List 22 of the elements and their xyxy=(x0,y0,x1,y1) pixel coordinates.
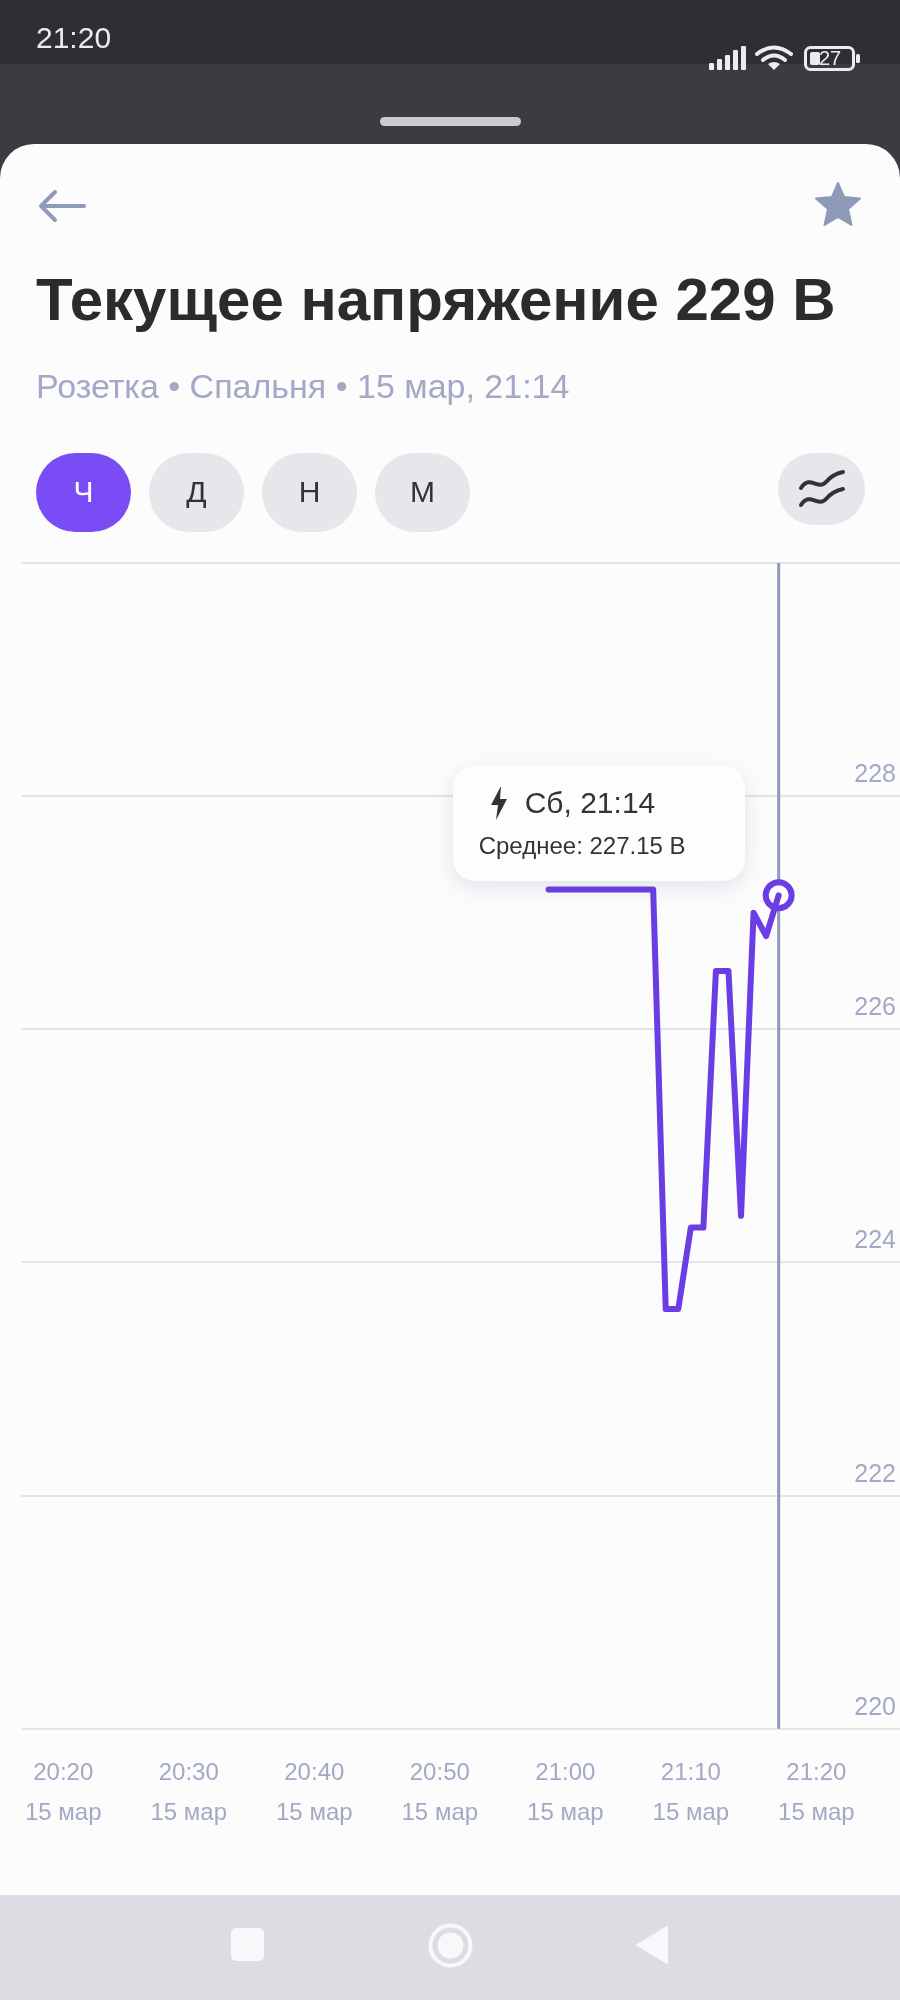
x-tick-label: 21:00 15 мар xyxy=(527,1758,604,1825)
x-tick-label: 21:20 15 мар xyxy=(778,1758,855,1825)
y-tick-label: 222 xyxy=(854,1458,896,1487)
x-tick-label: 21:10 15 мар xyxy=(652,1758,730,1825)
text: 21:20 xyxy=(36,20,112,56)
x-tick-label: 20:50 15 мар xyxy=(401,1758,479,1825)
text: М xyxy=(409,474,436,510)
text: Ч xyxy=(72,474,95,510)
tooltip-card: Сб, 21:14 Среднее: 227.15 В xyxy=(452,766,745,881)
chart-subtitle: Розетка • Спальня • 15 мар, 21:14 xyxy=(36,366,570,407)
y-tick-label: 220 xyxy=(854,1691,896,1720)
text: Н xyxy=(297,474,322,510)
y-tick-label: 226 xyxy=(854,992,896,1021)
y-tick-label: 228 xyxy=(854,759,896,788)
chart-title: Текущее напряжение 229 В xyxy=(36,266,836,334)
y-tick-label: 224 xyxy=(854,1225,897,1254)
annotation: Сб, 21:14 Среднее: 227.15 В xyxy=(478,785,686,861)
x-tick-label: 20:20 15 мар xyxy=(25,1758,102,1825)
text: 27 xyxy=(817,46,843,70)
text: Д xyxy=(185,474,208,510)
x-tick-label: 20:30 15 мар xyxy=(150,1758,228,1825)
x-tick-label: 20:40 15 мар xyxy=(276,1758,353,1825)
